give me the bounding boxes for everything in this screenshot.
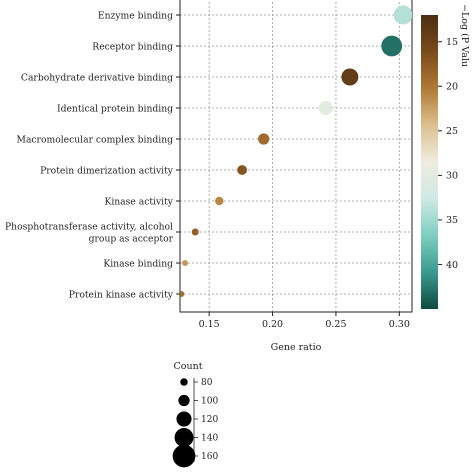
colorbar xyxy=(421,15,438,309)
category-label: Receptor binding xyxy=(92,41,173,52)
category-label: Kinase activity xyxy=(104,196,173,207)
x-tick-label: 0.20 xyxy=(262,319,283,330)
data-point xyxy=(191,228,199,236)
data-point xyxy=(381,35,403,57)
size-legend-label: 140 xyxy=(201,434,218,444)
category-label: Identical protein binding xyxy=(57,103,173,114)
color-legend: 15 20 25 30 35 40 −Log (P Valu xyxy=(421,4,470,309)
category-label: Kinase binding xyxy=(103,258,173,269)
data-point xyxy=(237,165,248,175)
size-legend: Count 80 100 120 140 160 xyxy=(172,361,218,468)
colorbar-ticks: 15 20 25 30 35 40 xyxy=(438,37,458,271)
size-legend-title: Count xyxy=(173,361,202,372)
colorbar-tick-label: 25 xyxy=(446,126,458,137)
category-labels: Enzyme binding Receptor binding Carbohydra… xyxy=(5,10,174,300)
colorbar-tick-label: 15 xyxy=(446,37,458,48)
size-legend-label: 160 xyxy=(201,452,218,462)
category-label: Enzyme binding xyxy=(98,10,173,21)
y-axis-ticks xyxy=(176,14,180,295)
category-label: Phosphotransferase activity, alcohol xyxy=(5,221,173,232)
colorbar-tick-label: 40 xyxy=(446,260,458,271)
size-legend-dot xyxy=(176,411,192,427)
colorbar-title: −Log (P Valu xyxy=(459,4,470,67)
data-point xyxy=(393,5,412,25)
grid-lines xyxy=(180,0,412,312)
colorbar-tick-label: 35 xyxy=(446,215,458,226)
data-point xyxy=(182,260,189,266)
category-label: Carbohydrate derivative binding xyxy=(21,72,173,83)
data-point xyxy=(180,291,185,297)
category-label: group as acceptor xyxy=(89,233,174,244)
data-points xyxy=(180,5,412,297)
x-tick-label: 0.25 xyxy=(325,319,346,330)
size-legend-dot xyxy=(174,428,194,447)
size-legend-label: 100 xyxy=(201,397,218,407)
colorbar-tick-label: 20 xyxy=(446,82,458,93)
size-legend-dot xyxy=(178,394,190,407)
plot-panel-border xyxy=(179,0,413,313)
category-label: Protein dimerization activity xyxy=(40,165,174,176)
x-tick-label: 0.15 xyxy=(199,319,220,330)
x-axis-title: Gene ratio xyxy=(271,342,322,353)
size-legend-label: 120 xyxy=(201,415,218,425)
x-tick-label: 0.30 xyxy=(389,319,410,330)
size-legend-items: 80 100 120 140 160 xyxy=(172,378,218,468)
size-legend-dot xyxy=(180,378,188,386)
size-legend-label: 80 xyxy=(201,378,213,388)
data-point xyxy=(318,100,333,116)
data-point xyxy=(215,196,224,206)
data-point xyxy=(258,133,270,145)
data-point xyxy=(341,68,359,86)
category-label: Macromolecular complex binding xyxy=(17,134,174,145)
colorbar-tick-label: 30 xyxy=(446,171,458,182)
size-legend-dot xyxy=(172,444,196,468)
x-axis-ticks: 0.15 0.20 0.25 0.30 xyxy=(199,312,410,330)
category-label: Protein kinase activity xyxy=(69,289,174,300)
